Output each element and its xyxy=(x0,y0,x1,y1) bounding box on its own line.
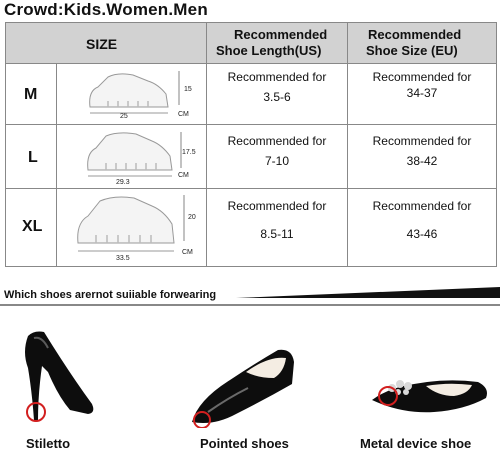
length-label-m: Recommended for xyxy=(227,70,327,84)
table-header xyxy=(6,23,496,63)
height-l: 17.5 xyxy=(182,149,196,156)
header-size: SIZE xyxy=(86,36,118,52)
eu-xl: 43-46 xyxy=(406,227,438,241)
metal-device-shoe-label: Metal device shoe xyxy=(360,436,472,451)
eu-label-m: Recommended for xyxy=(372,70,472,84)
metal-device-shoe-icon xyxy=(372,380,487,413)
shoe-cover-l-icon xyxy=(87,132,182,177)
eu-label-xl: Recommended for xyxy=(372,199,472,213)
size-table: SIZE Recommended Shoe Length(US) Recomme… xyxy=(5,22,497,267)
shoe-cover-xl-icon xyxy=(77,195,185,252)
eu-m: 34-37 xyxy=(406,86,438,100)
width-l: 29.3 xyxy=(116,179,130,186)
length-l: 7-10 xyxy=(264,154,290,168)
unit-l: CM xyxy=(178,172,189,179)
height-m: 15 xyxy=(184,86,192,93)
size-xl: XL xyxy=(22,218,43,235)
header-length-line1: Recommended xyxy=(234,27,328,42)
unit-xl: CM xyxy=(182,249,193,256)
height-xl: 20 xyxy=(188,214,196,221)
length-label-xl: Recommended for xyxy=(227,199,327,213)
width-xl: 33.5 xyxy=(116,255,130,262)
shoe-cover-m-icon xyxy=(89,71,180,114)
header-eu-line2: Shoe Size (EU) xyxy=(366,43,458,58)
crowd-title: Crowd:Kids.Women.Men xyxy=(4,0,208,19)
length-m: 3.5-6 xyxy=(263,90,291,104)
pointed-shoes-label: Pointed shoes xyxy=(200,436,289,451)
eu-label-l: Recommended for xyxy=(372,134,472,148)
banner-bar xyxy=(0,287,500,306)
eu-l: 38-42 xyxy=(406,154,438,168)
length-label-l: Recommended for xyxy=(227,134,327,148)
length-xl: 8.5-11 xyxy=(260,227,294,241)
stiletto-label: Stiletto xyxy=(26,436,71,451)
header-length-line2: Shoe Length(US) xyxy=(216,43,322,58)
size-l: L xyxy=(28,149,38,166)
pointed-shoe-icon xyxy=(192,349,294,428)
size-m: M xyxy=(24,86,38,103)
header-eu-line1: Recommended xyxy=(368,27,462,42)
unit-m: CM xyxy=(178,111,189,118)
banner-text: Which shoes arernot suiiable forwearing xyxy=(4,289,217,301)
width-m: 25 xyxy=(120,113,128,120)
stiletto-icon xyxy=(25,331,94,422)
